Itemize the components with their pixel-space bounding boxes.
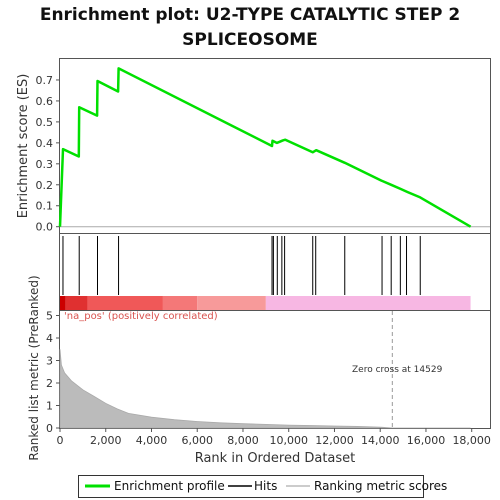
chart-title-line-1: Enrichment plot: U2-TYPE CATALYTIC STEP … [40, 5, 460, 25]
x-axis-title: Rank in Ordered Dataset [195, 451, 356, 466]
legend-enrichment-label: Enrichment profile [114, 479, 225, 493]
bar-segment [265, 296, 471, 310]
x-tick-label: 4,000 [136, 434, 168, 447]
metric-y-tick-label: 4 [46, 332, 53, 345]
legend-metric-label: Ranking metric scores [314, 479, 447, 493]
x-tick-label: 10,000 [269, 434, 308, 447]
bar-segment [197, 296, 266, 310]
metric-y-tick-label: 3 [46, 355, 53, 368]
positive-correlation-label: 'na_pos' (positively correlated) [64, 311, 218, 322]
metric-area [59, 349, 471, 429]
es-y-tick-label: 0.4 [36, 137, 54, 150]
metric-y-axis-title: Ranked list metric (PreRanked) [27, 275, 41, 460]
metric-y-tick-label: 1 [46, 400, 53, 413]
metric-y-tick-label: 5 [46, 310, 53, 323]
es-y-tick-label: 0.1 [36, 200, 54, 213]
metric-area-fill [59, 349, 471, 429]
es-panel-frame [59, 58, 491, 234]
es-y-tick-label: 0.3 [36, 158, 54, 171]
metric-y-ticks: 0 1 2 3 4 5 [46, 310, 60, 435]
bar-segment [162, 296, 198, 310]
metric-y-tick-label: 2 [46, 377, 53, 390]
legend-hits-label: Hits [254, 479, 277, 493]
x-tick-label: 0 [57, 434, 64, 447]
bar-segment [65, 296, 88, 310]
metric-y-tick-label: 0 [46, 422, 53, 435]
es-y-tick-label: 0.6 [36, 95, 54, 108]
metric-panel-frame [59, 310, 491, 429]
hits-group [62, 236, 421, 295]
x-tick-label: 12,000 [315, 434, 354, 447]
es-y-tick-label: 0.7 [36, 74, 54, 87]
es-y-tick-label: 0.0 [36, 221, 54, 234]
es-y-ticks: 0.0 0.1 0.2 0.3 0.4 0.5 0.6 0.7 [36, 74, 60, 234]
es-line [58, 67, 472, 228]
x-tick-label: 16,000 [407, 434, 446, 447]
x-tick-label: 18,000 [452, 434, 491, 447]
es-series [58, 67, 472, 228]
es-y-tick-label: 0.5 [36, 116, 54, 129]
es-y-axis-title: Enrichment score (ES) [16, 74, 31, 219]
x-tick-label: 2,000 [90, 434, 122, 447]
zero-cross-label: Zero cross at 14529 [352, 365, 443, 375]
es-y-tick-label: 0.2 [36, 179, 54, 192]
bar-segment [60, 296, 66, 310]
bar-segment [87, 296, 163, 310]
ranking-color-bar [60, 296, 471, 310]
x-tick-label: 8,000 [227, 434, 259, 447]
chart-title-line-2: SPLICEOSOME [182, 30, 318, 50]
x-tick-label: 6,000 [181, 434, 213, 447]
x-ticks: 0 2,000 4,000 6,000 8,000 10,000 12,000 14,000 1… [57, 428, 491, 447]
x-tick-label: 14,000 [361, 434, 400, 447]
